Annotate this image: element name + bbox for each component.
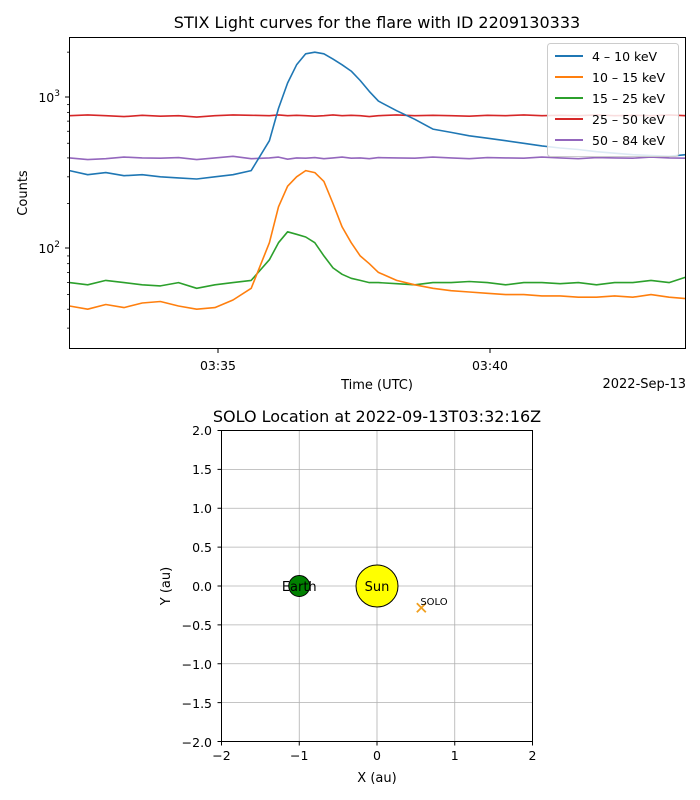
x-tick-label: 03:35 (200, 358, 236, 373)
lightcurve-plot-area (69, 37, 686, 349)
legend-label-25-50: 25 – 50 keV (592, 112, 665, 127)
lightcurve-date-label: 2022-Sep-13 (602, 377, 686, 392)
solo-label: SOLO (420, 597, 447, 608)
y-tick-label: 2.0 (192, 423, 212, 438)
legend-label-15-25: 15 – 25 keV (592, 91, 665, 106)
y-tick-label-100: 102 (38, 240, 60, 256)
earth-marker (288, 575, 311, 597)
x-tick-label: 03:40 (472, 358, 508, 373)
y-tick-label: −1.5 (182, 696, 212, 711)
x-tick-label: 2 (529, 748, 537, 763)
lightcurve-y-label: Counts (16, 170, 31, 216)
solo-cross-stroke (416, 602, 427, 613)
y-tick-label: 1.5 (192, 462, 212, 477)
y-tick-label: 1.0 (192, 501, 212, 516)
x-tick-label: 1 (451, 748, 459, 763)
lightcurve-y-ticks: 103 102 (38, 89, 69, 256)
series-line-50-84 (69, 155, 686, 161)
legend-label-50-84: 50 – 84 keV (592, 133, 665, 148)
y-tick-label: −1.0 (182, 657, 212, 672)
series-line-15-25 (69, 231, 686, 290)
y-tick-label-1000: 103 (38, 89, 60, 105)
location-x-ticks: −2 −1 0 1 2 (212, 748, 536, 763)
lightcurve-legend: 4 – 10 keV 10 – 15 keV 15 – 25 keV 25 – … (547, 43, 679, 157)
location-title: SOLO Location at 2022-09-13T03:32:16Z (213, 407, 541, 426)
sun-label: Sun (365, 580, 390, 595)
legend-box (547, 43, 679, 157)
series-line-10-15 (69, 169, 686, 310)
lightcurve-x-label: Time (UTC) (340, 378, 413, 393)
lightcurve-y-minor-ticks (67, 51, 70, 329)
x-tick-label: −2 (212, 748, 230, 763)
y-tick-label: −2.0 (182, 735, 212, 750)
lightcurve-title: STIX Light curves for the flare with ID … (174, 13, 580, 32)
x-tick-label: 0 (373, 748, 381, 763)
lightcurve-x-ticks: 03:35 03:40 (200, 349, 508, 373)
x-tick-label: −1 (290, 748, 308, 763)
earth-label: Earth (282, 580, 317, 595)
lightcurve-axes-frame (69, 37, 686, 349)
location-y-ticks: 2.0 1.5 1.0 0.5 0.0 −0.5 −1.0 −1.5 −2.0 (182, 423, 212, 750)
legend-label-10-15: 10 – 15 keV (592, 70, 665, 85)
sun-marker (355, 564, 399, 608)
location-x-label: X (au) (357, 771, 396, 786)
y-tick-label: 0.5 (192, 540, 212, 555)
location-y-label: Y (au) (159, 567, 174, 606)
location-axes-frame (221, 430, 533, 742)
y-tick-label: −0.5 (182, 618, 212, 633)
solo-marker (416, 602, 427, 613)
y-tick-label: 0.0 (192, 579, 212, 594)
legend-label-4-10: 4 – 10 keV (592, 49, 658, 64)
lightcurve-series-group (69, 51, 686, 310)
